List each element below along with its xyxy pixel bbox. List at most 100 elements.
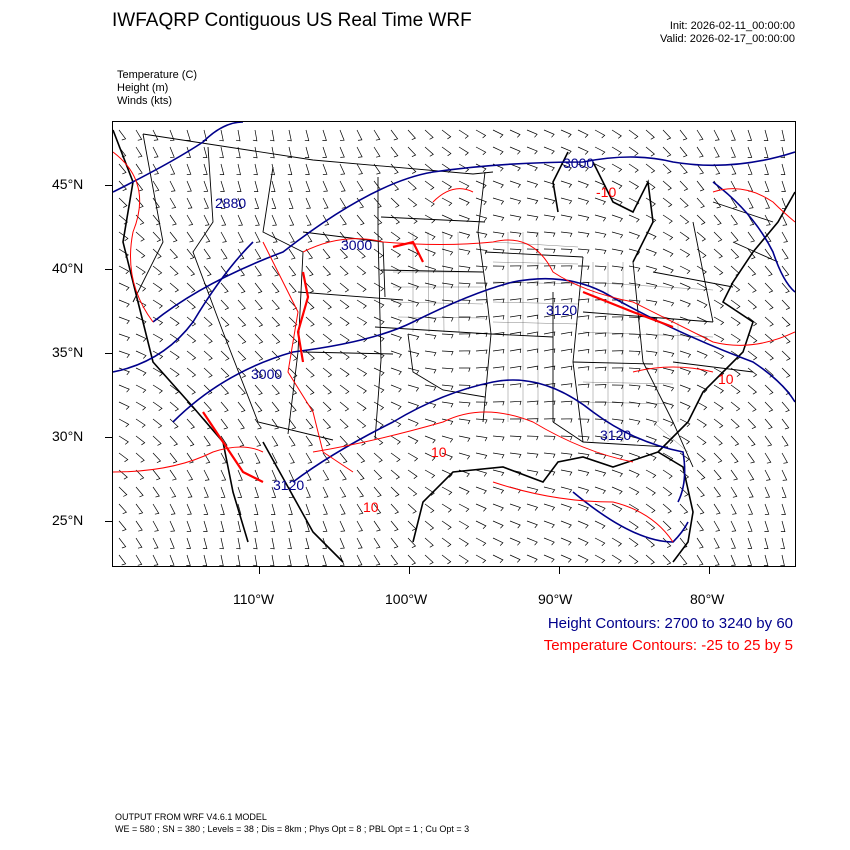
- wind-barb: [135, 197, 144, 209]
- wind-barb: [339, 401, 350, 412]
- wind-barb: [730, 418, 740, 429]
- valid-time: Valid: 2026-02-17_00:00:00: [660, 33, 795, 45]
- wind-barb: [441, 197, 453, 207]
- wind-barb: [543, 180, 556, 188]
- wind-barb: [424, 452, 436, 461]
- wind-barb: [696, 486, 705, 498]
- wind-barb: [186, 163, 192, 175]
- wind-barb: [441, 129, 452, 140]
- wind-barb: [781, 452, 788, 464]
- wind-barb: [577, 503, 589, 512]
- wind-barb: [220, 180, 225, 192]
- wind-barb: [118, 469, 128, 480]
- wind-barb: [390, 503, 399, 515]
- wind-barb: [763, 146, 769, 158]
- wind-barb: [390, 248, 402, 258]
- wind-barb: [424, 367, 437, 374]
- wind-barb: [492, 248, 505, 254]
- wind-barb: [271, 418, 279, 430]
- wind-barb: [611, 503, 623, 512]
- wind-barb: [781, 180, 786, 192]
- wind-barb: [356, 248, 366, 259]
- wind-barb: [594, 265, 607, 271]
- wind-barb: [253, 537, 258, 550]
- wind-barb: [611, 469, 623, 478]
- wind-barb: [458, 248, 471, 255]
- wind-barb: [458, 537, 469, 547]
- wind-barb: [747, 384, 757, 395]
- wind-barb: [322, 197, 329, 209]
- wind-barb: [577, 315, 590, 320]
- wind-barb: [679, 146, 688, 158]
- wind-barb: [269, 554, 275, 566]
- wind-barb: [390, 129, 399, 141]
- wind-barb: [373, 401, 385, 411]
- wind-barb: [611, 180, 623, 189]
- wind-barb: [135, 316, 147, 325]
- wind-barb: [611, 350, 624, 355]
- wind-barb: [509, 418, 522, 423]
- wind-barb: [475, 180, 487, 189]
- wind-barb: [459, 367, 471, 372]
- wind-barb: [305, 384, 315, 395]
- wind-barb: [781, 282, 790, 294]
- wind-barb: [424, 350, 437, 357]
- wind-barb: [288, 214, 295, 226]
- wind-barb: [271, 469, 277, 481]
- wind-barb: [645, 384, 658, 391]
- wind-barb: [526, 214, 539, 221]
- wind-barb: [781, 299, 791, 310]
- wind-barb: [118, 163, 127, 175]
- wind-barb: [747, 503, 754, 515]
- wind-barb: [713, 316, 725, 326]
- wind-barb: [730, 299, 741, 310]
- wind-barb: [424, 333, 437, 340]
- wind-barb: [373, 384, 385, 394]
- wind-barb: [135, 299, 147, 309]
- wind-barb: [594, 332, 607, 337]
- wind-barb: [679, 265, 691, 275]
- wind-barb: [305, 333, 315, 344]
- wind-barb: [577, 452, 590, 459]
- wind-barb: [747, 435, 756, 447]
- wind-barb: [219, 537, 224, 550]
- wind-barb: [747, 316, 758, 327]
- wind-barb: [696, 350, 708, 359]
- wind-barb: [186, 231, 194, 243]
- wind-barb: [220, 350, 230, 361]
- wind-barb: [747, 282, 757, 293]
- wind-barb: [305, 248, 313, 260]
- wind-barb: [135, 537, 143, 549]
- wind-barb: [305, 469, 312, 481]
- wind-barb: [236, 146, 241, 159]
- wind-barb: [271, 299, 280, 311]
- wind-barb: [543, 554, 555, 563]
- wind-barb: [254, 384, 263, 396]
- wind-barb: [526, 435, 539, 441]
- wind-barb: [458, 146, 469, 156]
- wind-barb: [560, 400, 573, 406]
- wind-barb: [611, 554, 622, 564]
- wind-barb: [203, 197, 209, 209]
- wind-barb: [679, 180, 689, 191]
- wind-barb: [203, 316, 213, 327]
- wind-barb: [560, 554, 572, 563]
- wind-barb: [373, 520, 381, 532]
- wind-barb: [186, 282, 196, 293]
- wind-barb: [645, 231, 657, 240]
- wind-barb: [118, 435, 129, 445]
- wind-barb: [780, 146, 785, 159]
- wind-barb: [662, 384, 675, 392]
- wind-barb: [730, 520, 737, 532]
- wind-barb: [458, 520, 470, 530]
- wind-barb: [305, 299, 315, 310]
- wind-barb: [220, 248, 228, 260]
- wind-barb: [713, 401, 724, 411]
- wind-barb: [118, 265, 130, 275]
- wind-barb: [135, 248, 146, 259]
- wind-barb: [645, 537, 655, 548]
- wind-barb: [339, 469, 347, 481]
- wind-barb: [475, 537, 487, 547]
- wind-barb: [271, 197, 277, 209]
- wind-barb: [747, 163, 753, 175]
